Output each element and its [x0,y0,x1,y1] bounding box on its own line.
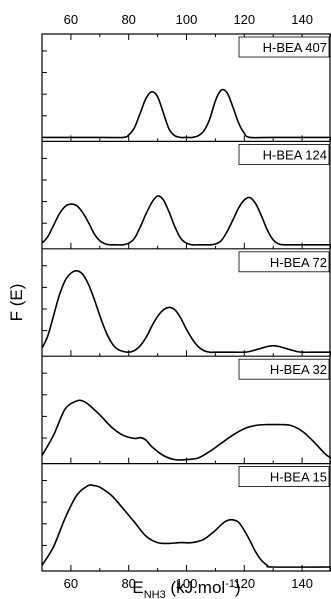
x-tick-label-bottom: 100 [176,576,198,591]
panel-label-box [238,358,330,380]
series-line [41,269,331,354]
series-line [41,399,331,461]
x-axis-subscript: NH3 [144,589,166,599]
series-line [41,484,331,568]
panel-label-box [238,466,330,488]
x-tick-label-bottom: 80 [121,576,135,591]
x-axis-unit-close: ) [235,578,241,597]
panel-label: H-BEA 72 [270,255,327,270]
x-axis-unit: (kJ.mol [166,578,226,597]
x-tick-label-bottom: 120 [233,576,255,591]
plot-frame [41,33,331,572]
panel-label: H-BEA 32 [270,362,327,377]
x-tick-label-top: 140 [291,12,313,27]
panel-label-box [238,143,330,165]
x-tick-label-top: 100 [176,12,198,27]
panel-label: H-BEA 124 [263,147,327,162]
x-axis-title: ENH3 (kJ.mol-1) [132,578,240,599]
x-axis-symbol: E [132,578,143,597]
panel-label: H-BEA 407 [263,40,327,55]
x-tick-label-top: 120 [233,12,255,27]
x-axis-unit-superscript: -1 [225,578,235,590]
x-tick-label-top: 80 [121,12,135,27]
panel-label-box [238,36,330,58]
x-tick-label-top: 60 [64,12,78,27]
y-axis-title: F (E) [7,284,26,322]
panel-label: H-BEA 15 [270,470,327,485]
panel-label-box [238,251,330,273]
x-tick-label-bottom: 60 [64,576,78,591]
series-line [41,88,331,139]
series-line [41,195,331,246]
x-tick-label-bottom: 140 [291,576,313,591]
